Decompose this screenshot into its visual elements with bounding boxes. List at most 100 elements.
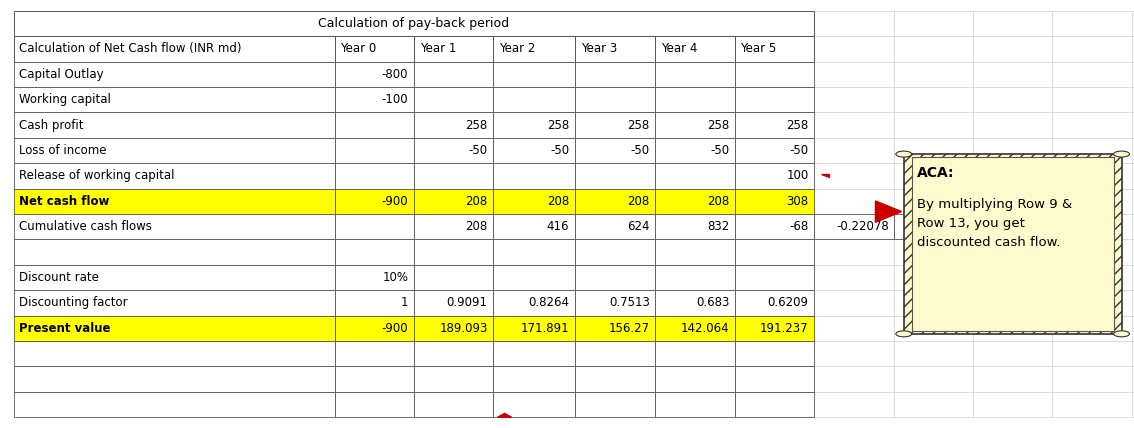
Bar [655, 315, 735, 341]
Bar [335, 265, 414, 290]
Bar [814, 366, 894, 392]
Bar [894, 214, 973, 239]
Bar [814, 214, 894, 239]
Text: 208: 208 [627, 195, 650, 208]
Bar [414, 341, 493, 366]
Bar [14, 62, 335, 87]
Bar [973, 214, 1052, 239]
Text: Loss of income: Loss of income [19, 144, 107, 157]
Bar [973, 62, 1052, 87]
Bar [735, 138, 814, 163]
Text: Year 3: Year 3 [581, 42, 617, 55]
Bar [414, 290, 493, 316]
Bar [493, 138, 575, 163]
Bar [655, 189, 735, 214]
Bar [493, 341, 575, 366]
Text: 189.093: 189.093 [439, 322, 488, 335]
Bar [335, 315, 414, 341]
Bar [655, 265, 735, 290]
Bar [414, 315, 493, 341]
Text: 171.891: 171.891 [521, 322, 569, 335]
Bar [894, 138, 973, 163]
Text: 1: 1 [400, 297, 408, 309]
Bar [973, 113, 1052, 138]
Bar [1132, 87, 1134, 112]
Bar [1132, 315, 1134, 341]
Bar [894, 189, 973, 214]
Bar [814, 214, 894, 239]
Bar [14, 36, 335, 62]
Bar [1132, 265, 1134, 290]
Text: 0.8264: 0.8264 [528, 297, 569, 309]
Bar [335, 214, 414, 239]
Bar [814, 163, 894, 189]
Bar [414, 214, 493, 239]
Text: Capital Outlay: Capital Outlay [19, 68, 104, 81]
Bar [335, 189, 414, 214]
Text: Year 4: Year 4 [661, 42, 697, 55]
Bar [894, 163, 973, 189]
Bar [973, 36, 1052, 62]
Bar [493, 315, 575, 341]
Bar [655, 163, 735, 189]
Bar [655, 62, 735, 87]
Bar [14, 138, 335, 163]
Bar [1052, 366, 1132, 392]
Text: -50: -50 [710, 144, 729, 157]
Bar [973, 189, 1052, 214]
Bar [973, 11, 1052, 36]
Bar [1052, 87, 1132, 112]
Bar [973, 315, 1052, 341]
Bar [735, 62, 814, 87]
Bar [575, 239, 655, 265]
Bar [335, 392, 414, 417]
Text: -900: -900 [382, 195, 408, 208]
Bar [814, 290, 894, 316]
Bar [14, 265, 335, 290]
Bar [735, 290, 814, 316]
Bar [655, 290, 735, 316]
Bar [1052, 265, 1132, 290]
Bar [894, 341, 973, 366]
Text: 156.27: 156.27 [609, 322, 650, 335]
Bar [14, 87, 335, 112]
Bar [814, 265, 894, 290]
Bar [14, 113, 335, 138]
Bar [335, 113, 414, 138]
Bar [1052, 62, 1132, 87]
Bar [735, 113, 814, 138]
Bar [904, 154, 1122, 334]
Text: 0.7513: 0.7513 [609, 297, 650, 309]
Text: Present value: Present value [19, 322, 111, 335]
Bar [973, 87, 1052, 112]
Text: 258: 258 [706, 119, 729, 131]
Text: 832: 832 [706, 220, 729, 233]
Bar [14, 366, 335, 392]
Circle shape [1114, 151, 1129, 157]
Text: Year 5: Year 5 [741, 42, 777, 55]
Bar [735, 239, 814, 265]
Text: 208: 208 [547, 195, 569, 208]
Bar [335, 138, 414, 163]
Bar [575, 189, 655, 214]
Bar [814, 62, 894, 87]
Bar [575, 87, 655, 112]
Text: -50: -50 [789, 144, 809, 157]
Bar [894, 265, 973, 290]
Bar [1132, 11, 1134, 36]
Text: 258: 258 [786, 119, 809, 131]
Bar [335, 290, 414, 316]
Bar [1052, 315, 1132, 341]
Bar [1052, 341, 1132, 366]
Bar [335, 36, 414, 62]
Text: 0.6209: 0.6209 [768, 297, 809, 309]
Text: 0.22 years: 0.22 years [906, 220, 968, 233]
Bar [575, 290, 655, 316]
Bar [575, 392, 655, 417]
Bar [493, 62, 575, 87]
Bar [735, 163, 814, 189]
Bar [1052, 11, 1132, 36]
Text: 258: 258 [547, 119, 569, 131]
Bar [1132, 36, 1134, 62]
Text: 0.683: 0.683 [696, 297, 729, 309]
